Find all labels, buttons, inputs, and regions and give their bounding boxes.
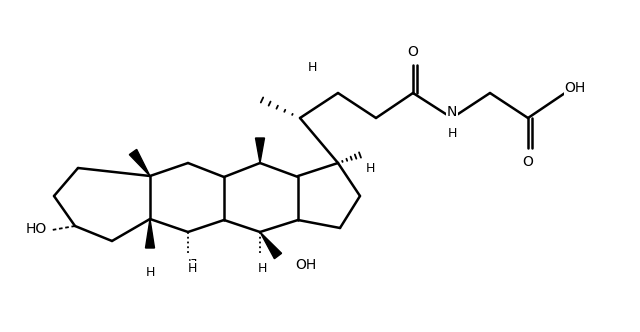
Text: H: H bbox=[188, 262, 196, 275]
Polygon shape bbox=[145, 219, 154, 248]
Text: HO: HO bbox=[26, 222, 47, 236]
Text: H̄: H̄ bbox=[188, 259, 196, 272]
Text: H: H bbox=[257, 262, 267, 275]
Text: O: O bbox=[523, 155, 533, 169]
Polygon shape bbox=[260, 232, 282, 259]
Text: H: H bbox=[145, 266, 155, 279]
Text: N: N bbox=[447, 105, 457, 119]
Text: OH: OH bbox=[295, 258, 316, 272]
Text: OH: OH bbox=[564, 81, 586, 95]
Text: O: O bbox=[408, 45, 419, 59]
Text: H: H bbox=[365, 161, 374, 175]
Text: H: H bbox=[307, 60, 317, 73]
Polygon shape bbox=[129, 149, 150, 176]
Polygon shape bbox=[255, 138, 264, 163]
Text: H: H bbox=[447, 126, 457, 139]
